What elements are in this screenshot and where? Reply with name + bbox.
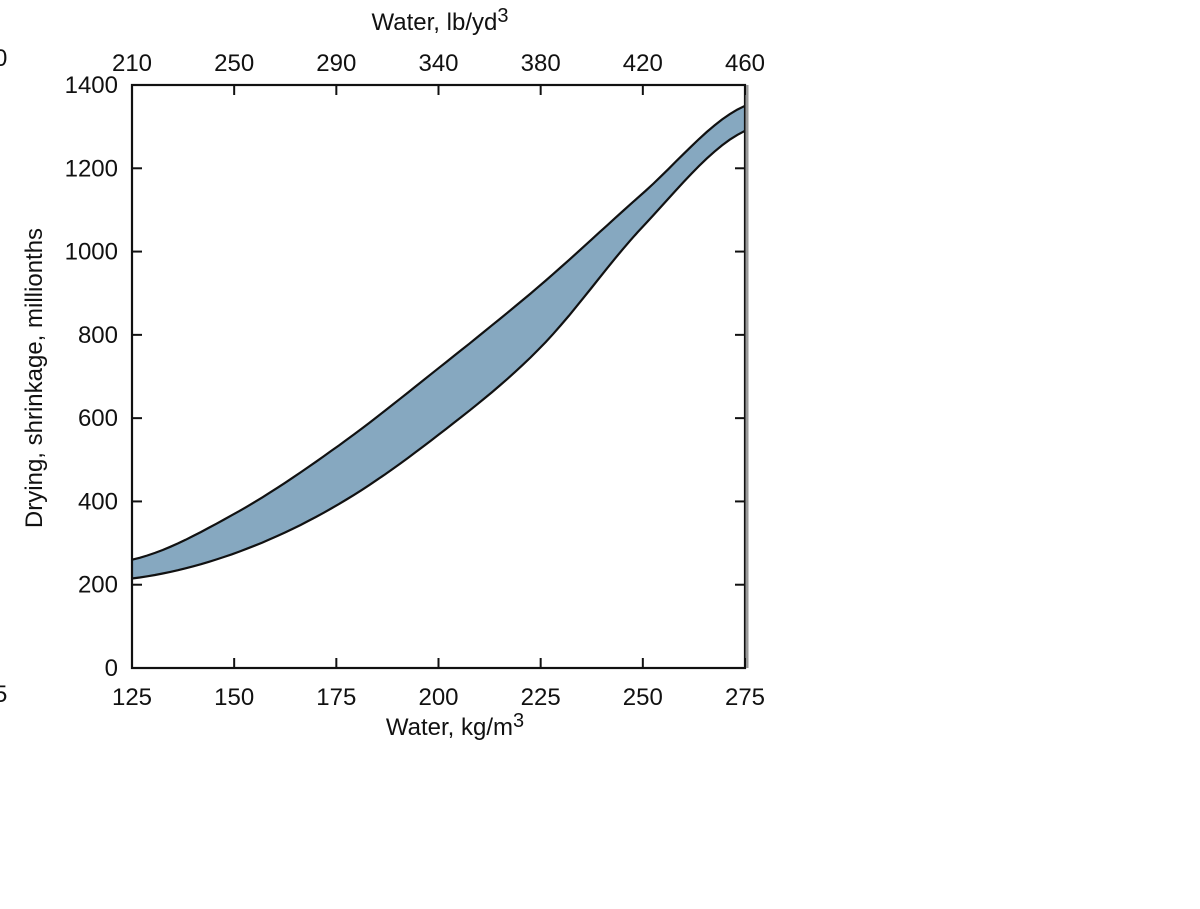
- y-tick-label: 1000: [65, 239, 118, 266]
- x-bottom-tick-label: 275: [725, 684, 765, 711]
- band-upper-line: [131, 104, 746, 561]
- y-tick-label: 800: [78, 322, 118, 349]
- x-bottom-axis-title-text: Water, kg/m: [386, 714, 513, 741]
- x-top-tick-label: 290: [316, 50, 356, 77]
- x-bottom-tick-label: 125: [112, 684, 152, 711]
- x-bottom-tick-label: 250: [623, 684, 663, 711]
- x-bottom-tick-label: 175: [316, 684, 356, 711]
- y-tick-label: 1200: [65, 155, 118, 182]
- band-lower-line: [131, 129, 746, 580]
- x-bottom-tick-label: 150: [214, 684, 254, 711]
- shrinkage-band-area: [132, 105, 745, 579]
- y-tick-label: 600: [78, 405, 118, 432]
- y-tick-label: 1400: [65, 72, 118, 99]
- x-bottom-axis-title-sup: 3: [513, 710, 524, 732]
- y-tick-label: 400: [78, 488, 118, 515]
- x-top-tick-label: 460: [725, 50, 765, 77]
- y-tick-label: 200: [78, 572, 118, 599]
- x-top-tick-label: 340: [418, 50, 458, 77]
- x-top-tick-label: 210: [112, 50, 152, 77]
- x-top-axis-title-text: Water, lb/yd: [372, 9, 498, 36]
- labels-layer: 125 150 175 200 225 250 275 210 250 290 340 380 420 4…: [65, 50, 765, 711]
- x-bottom-tick-label: 200: [418, 684, 458, 711]
- x-bottom-axis-title: Water, kg/m3: [386, 710, 524, 741]
- left-edge-fragment-top: 0: [0, 45, 7, 72]
- x-bottom-tick-label: 225: [521, 684, 561, 711]
- left-edge-fragment-bottom: 5: [0, 681, 7, 708]
- x-top-tick-label: 380: [521, 50, 561, 77]
- x-top-tick-label: 250: [214, 50, 254, 77]
- ticks-layer: [131, 84, 746, 669]
- band-layer: [131, 104, 746, 580]
- y-tick-label: 0: [105, 655, 118, 682]
- x-top-axis-title-sup: 3: [497, 5, 508, 27]
- x-top-tick-label: 420: [623, 50, 663, 77]
- y-axis-title: Drying, shrinkage, millionths: [21, 228, 48, 528]
- x-top-axis-title: Water, lb/yd3: [372, 5, 509, 36]
